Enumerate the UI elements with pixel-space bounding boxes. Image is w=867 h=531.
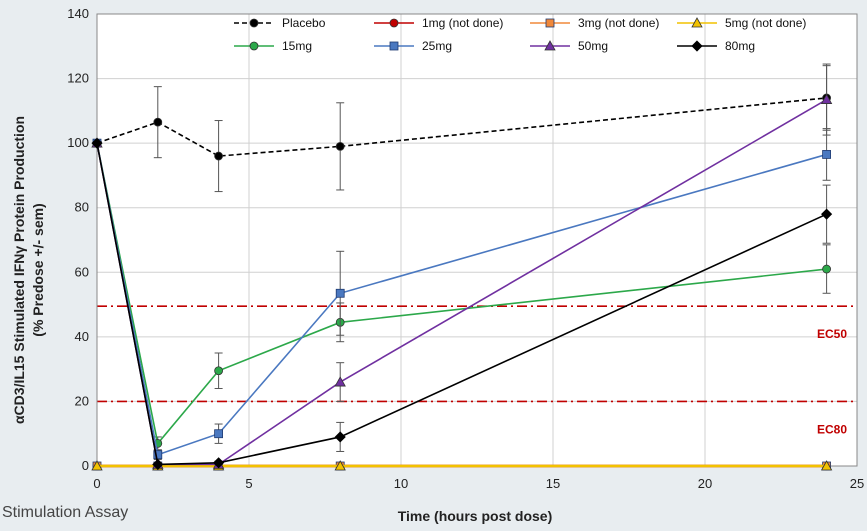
legend-marker	[691, 17, 703, 28]
series-25mg	[92, 128, 831, 461]
legend-item-80mg: 80mg	[677, 39, 755, 53]
legend-marker	[249, 41, 259, 51]
legend-marker	[544, 40, 556, 51]
legend-item-50mg: 50mg	[530, 39, 608, 53]
data-point	[91, 460, 103, 471]
data-point	[820, 93, 833, 104]
series-80mg	[91, 137, 833, 470]
x-tick-label: 25	[850, 476, 864, 491]
legend-label: 80mg	[725, 39, 755, 53]
legend-marker	[691, 40, 703, 52]
reference-label-ec80: EC80	[817, 422, 847, 436]
data-point	[822, 264, 831, 274]
y-axis-title-line1: αCD3/IL15 Stimulated IFNγ Protein Produc…	[11, 116, 27, 424]
data-point	[334, 376, 346, 387]
data-point	[334, 431, 346, 443]
x-tick-label: 0	[93, 476, 100, 491]
legend-marker	[249, 18, 259, 28]
reference-lines: EC50 EC80	[97, 305, 857, 436]
y-axis-title-line2: (% Predose +/- sem)	[30, 203, 46, 336]
y-tick-label: 0	[82, 458, 89, 473]
legend-label: 5mg (not done)	[725, 16, 806, 30]
legend: Placebo 1mg (not done) 3mg (not done) 5mg (…	[234, 16, 806, 53]
legend-label: 50mg	[578, 39, 608, 53]
legend-label: 15mg	[282, 39, 312, 53]
legend-item-15mg: 15mg	[234, 39, 312, 53]
legend-item-placebo: Placebo	[234, 16, 326, 30]
series	[91, 63, 833, 471]
data-point	[335, 288, 345, 298]
y-tick-label: 40	[75, 329, 89, 344]
y-tick-label: 60	[75, 264, 89, 279]
data-point	[214, 151, 224, 161]
x-axis-title: Time (hours post dose)	[398, 508, 553, 524]
x-tick-label: 5	[245, 476, 252, 491]
grid	[96, 13, 858, 467]
reference-label-ec50: EC50	[817, 327, 847, 341]
data-point	[91, 137, 103, 149]
legend-label: 3mg (not done)	[578, 16, 659, 30]
y-tick-label: 100	[67, 135, 89, 150]
legend-label: 1mg (not done)	[422, 16, 503, 30]
legend-marker	[389, 18, 399, 28]
legend-label: Placebo	[282, 16, 326, 30]
x-tick-label: 10	[394, 476, 408, 491]
legend-item-25mg: 25mg	[374, 39, 452, 53]
legend-item-3mg-not-done: 3mg (not done)	[530, 16, 659, 30]
y-tick-label: 20	[75, 393, 89, 408]
data-point	[822, 150, 831, 159]
y-axis-title: αCD3/IL15 Stimulated IFNγ Protein Produc…	[11, 116, 46, 424]
legend-item-5mg-not-done: 5mg (not done)	[677, 16, 806, 30]
series-line	[96, 97, 827, 157]
legend-marker	[389, 41, 399, 51]
plot-area	[97, 14, 857, 466]
legend-marker	[545, 18, 555, 28]
data-point	[213, 457, 225, 469]
footer-label: Stimulation Assay	[2, 504, 129, 521]
legend-label: 25mg	[422, 39, 452, 53]
x-tick-label: 20	[698, 476, 712, 491]
y-tick-label: 120	[67, 71, 89, 86]
data-point	[152, 458, 164, 470]
data-point	[334, 460, 346, 471]
x-tick-label: 15	[546, 476, 560, 491]
legend-item-1mg-not-done: 1mg (not done)	[374, 16, 503, 30]
y-tick-label: 80	[75, 200, 89, 215]
data-point	[153, 117, 163, 127]
data-point	[820, 460, 833, 471]
data-point	[821, 208, 833, 220]
data-point	[335, 141, 345, 151]
data-point	[214, 366, 224, 376]
data-point	[214, 429, 224, 439]
y-tick-label: 140	[67, 6, 89, 21]
